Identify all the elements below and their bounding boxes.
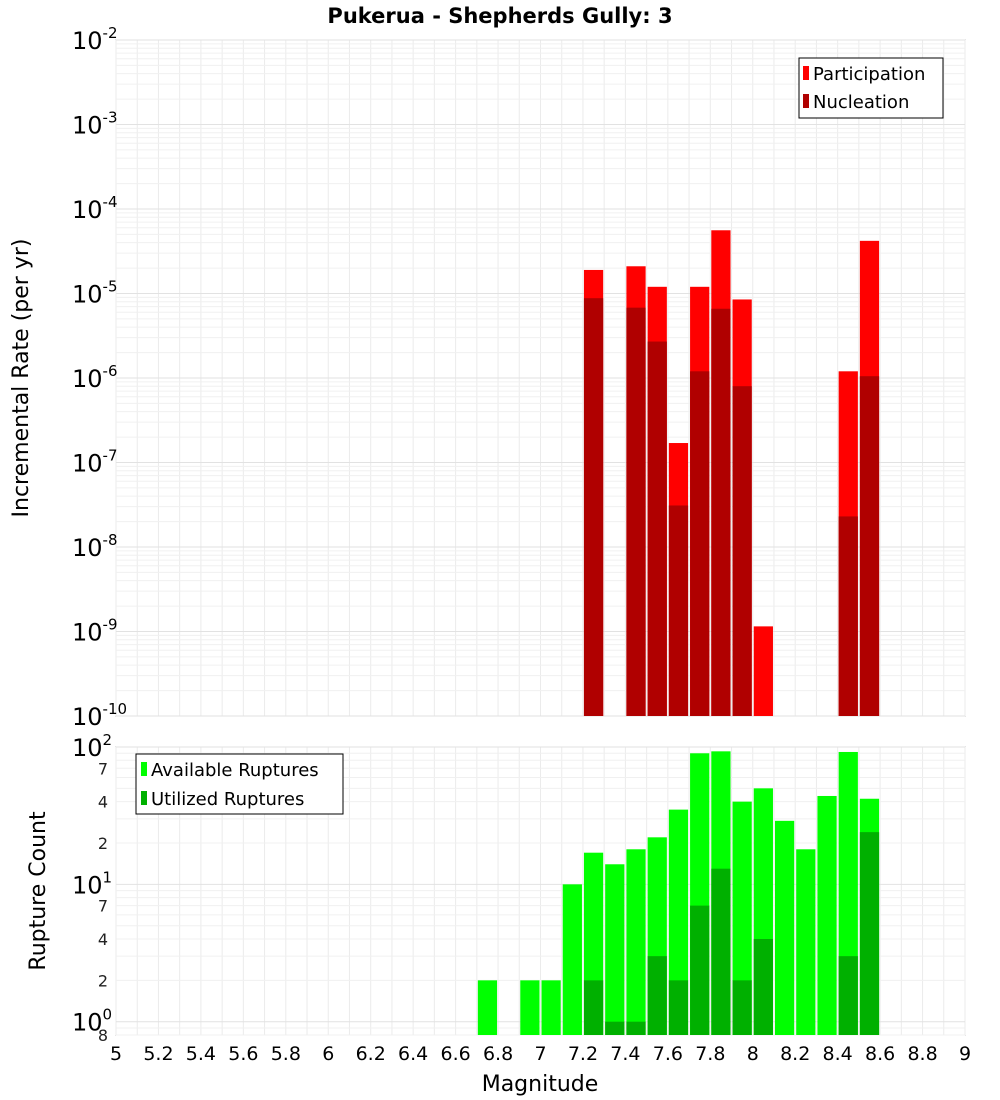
rate-y-tick-label: 10-7	[72, 447, 118, 478]
bar-utilized-ruptures	[583, 980, 604, 1035]
count-y-tick-labels: 102 101 100 7 4 2 7 4 2 8	[72, 731, 112, 1045]
bar-utilized-ruptures	[690, 905, 710, 1035]
count-legend-box	[135, 753, 344, 815]
count-y-minor-label: 7	[98, 897, 108, 916]
bar-utilized-ruptures	[732, 980, 752, 1035]
legend-label-nucleation: Nucleation	[813, 92, 909, 113]
x-axis-label: Magnitude	[482, 1072, 599, 1097]
x-tick-label: 7.2	[568, 1043, 598, 1065]
rate-y-tick-label: 10-5	[72, 278, 118, 309]
bar-available-ruptures	[605, 864, 625, 1035]
legend-swatch-nucleation	[803, 94, 809, 108]
legend-label-participation: Participation	[813, 64, 925, 85]
x-tick-label: 6.8	[483, 1043, 513, 1065]
count-y-minor-label: 2	[98, 971, 108, 990]
bar-utilized-ruptures	[668, 980, 689, 1035]
x-tick-label: 6.6	[440, 1043, 470, 1065]
x-tick-label: 8.4	[823, 1043, 853, 1065]
x-tick-label: 6.4	[398, 1043, 428, 1065]
rate-gridlines	[115, 39, 966, 717]
bar-available-ruptures	[668, 809, 689, 1035]
count-y-tick-label: 101	[72, 868, 112, 899]
bar-nucleation	[583, 298, 604, 716]
count-y-tick-label: 102	[72, 731, 112, 762]
x-tick-label: 5.6	[228, 1043, 258, 1065]
x-tick-label: 6.2	[356, 1043, 386, 1065]
bar-nucleation	[647, 341, 667, 716]
x-tick-label: 8	[747, 1043, 759, 1065]
rate-bars	[583, 230, 880, 716]
count-y-minor-label: 2	[98, 834, 108, 853]
count-panel: 102 101 100 7 4 2 7 4 2 8 5 5.2 5.4 5.6 5.8 6 6.2 6.4 6.6…	[26, 731, 971, 1097]
count-y-axis-label: Rupture Count	[26, 811, 51, 971]
count-y-minor-label: 4	[98, 793, 108, 812]
count-legend: Available Ruptures Utilized Ruptures	[135, 753, 344, 815]
bar-participation	[753, 626, 773, 716]
rate-panel: 10-2 10-3 10-4 10-5 10-6 10-7 10-8 10-9 10-10 In…	[9, 24, 966, 731]
x-tick-label: 5.8	[271, 1043, 301, 1065]
legend-label-available: Available Ruptures	[151, 760, 319, 781]
rate-y-tick-label: 10-9	[72, 616, 118, 647]
rate-y-tick-label: 10-3	[72, 109, 118, 140]
bar-utilized-ruptures	[626, 1021, 646, 1035]
rate-y-tick-label: 10-2	[72, 24, 118, 55]
x-tick-label: 9	[959, 1043, 971, 1065]
legend-label-utilized: Utilized Ruptures	[151, 789, 304, 810]
x-tick-label: 8.2	[780, 1043, 810, 1065]
rate-y-tick-label: 10-8	[72, 531, 118, 562]
rate-y-tick-labels: 10-2 10-3 10-4 10-5 10-6 10-7 10-8 10-9 10-10	[72, 24, 127, 731]
bar-utilized-ruptures	[605, 1021, 625, 1035]
bar-available-ruptures	[520, 980, 540, 1035]
bar-nucleation	[668, 505, 689, 716]
rate-legend-box	[798, 57, 944, 119]
bar-nucleation	[838, 516, 858, 716]
bar-utilized-ruptures	[711, 868, 731, 1035]
bar-available-ruptures	[774, 820, 795, 1035]
x-tick-labels: 5 5.2 5.4 5.6 5.8 6 6.2 6.4 6.6 6.8 7 7.2 7.4 7.6 7.8 8…	[110, 1043, 971, 1065]
legend-swatch-available	[141, 762, 147, 776]
x-tick-label: 6	[322, 1043, 334, 1065]
x-tick-label: 8.6	[865, 1043, 895, 1065]
bar-available-ruptures	[732, 801, 752, 1035]
count-y-minor-label: 7	[98, 759, 108, 778]
legend-swatch-utilized	[141, 791, 147, 805]
rate-y-tick-label: 10-10	[72, 700, 127, 731]
bar-nucleation	[732, 386, 752, 716]
bar-utilized-ruptures	[647, 956, 667, 1035]
bar-utilized-ruptures	[859, 832, 880, 1035]
count-y-minor-label: 4	[98, 930, 108, 949]
bar-nucleation	[626, 307, 646, 716]
bar-nucleation	[859, 376, 880, 716]
rate-y-axis-label: Incremental Rate (per yr)	[9, 239, 34, 518]
count-y-tick-label: 100	[72, 1006, 112, 1037]
bar-utilized-ruptures	[753, 939, 773, 1035]
x-tick-label: 7	[534, 1043, 546, 1065]
x-tick-label: 8.8	[907, 1043, 937, 1065]
bar-nucleation	[690, 371, 710, 716]
x-tick-label: 5.4	[186, 1043, 216, 1065]
bar-available-ruptures	[817, 795, 837, 1035]
x-tick-label: 7.6	[653, 1043, 683, 1065]
rate-y-tick-label: 10-4	[72, 193, 118, 224]
legend-swatch-participation	[803, 66, 809, 80]
bar-available-ruptures	[477, 980, 498, 1035]
x-tick-label: 7.4	[610, 1043, 640, 1065]
bar-available-ruptures	[626, 849, 646, 1035]
rate-y-tick-label: 10-6	[72, 362, 118, 393]
bar-available-ruptures	[562, 884, 582, 1035]
bar-utilized-ruptures	[838, 956, 858, 1035]
count-bars	[477, 751, 880, 1035]
rate-legend: Participation Nucleation	[798, 57, 944, 119]
x-tick-label: 5.2	[143, 1043, 173, 1065]
chart-title: Pukerua - Shepherds Gully: 3	[327, 4, 672, 28]
x-tick-label: 5	[110, 1043, 122, 1065]
bar-nucleation	[711, 308, 731, 716]
count-y-minor-label: 8	[98, 1026, 108, 1045]
bar-available-ruptures	[541, 980, 561, 1035]
x-tick-label: 7.8	[695, 1043, 725, 1065]
bar-available-ruptures	[796, 849, 816, 1035]
